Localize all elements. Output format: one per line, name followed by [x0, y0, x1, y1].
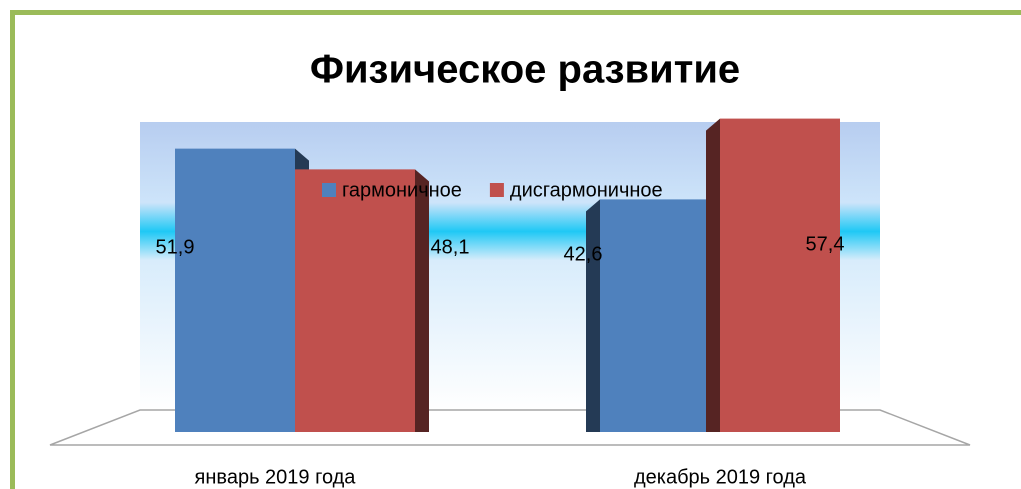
data-label: 51,9	[156, 236, 195, 258]
bar-side	[586, 199, 600, 432]
bar	[720, 118, 840, 432]
legend-swatch	[322, 183, 336, 197]
x-tick-label: январь 2019 года	[195, 466, 357, 488]
bar	[295, 169, 415, 432]
border-top	[10, 10, 1021, 15]
legend-label: дисгармоничное	[510, 179, 663, 201]
bar	[175, 148, 295, 432]
data-label: 48,1	[431, 236, 470, 258]
bar	[600, 199, 720, 432]
data-label: 42,6	[564, 243, 603, 265]
bar-side	[415, 169, 429, 432]
x-tick-label: декабрь 2019 года	[634, 466, 807, 488]
bar-side	[706, 118, 720, 432]
border-left	[10, 10, 15, 489]
chart-title: Физическое развитие	[310, 48, 740, 92]
legend-label: гармоничное	[342, 179, 462, 201]
data-label: 57,4	[806, 233, 845, 255]
legend-swatch	[489, 183, 504, 197]
